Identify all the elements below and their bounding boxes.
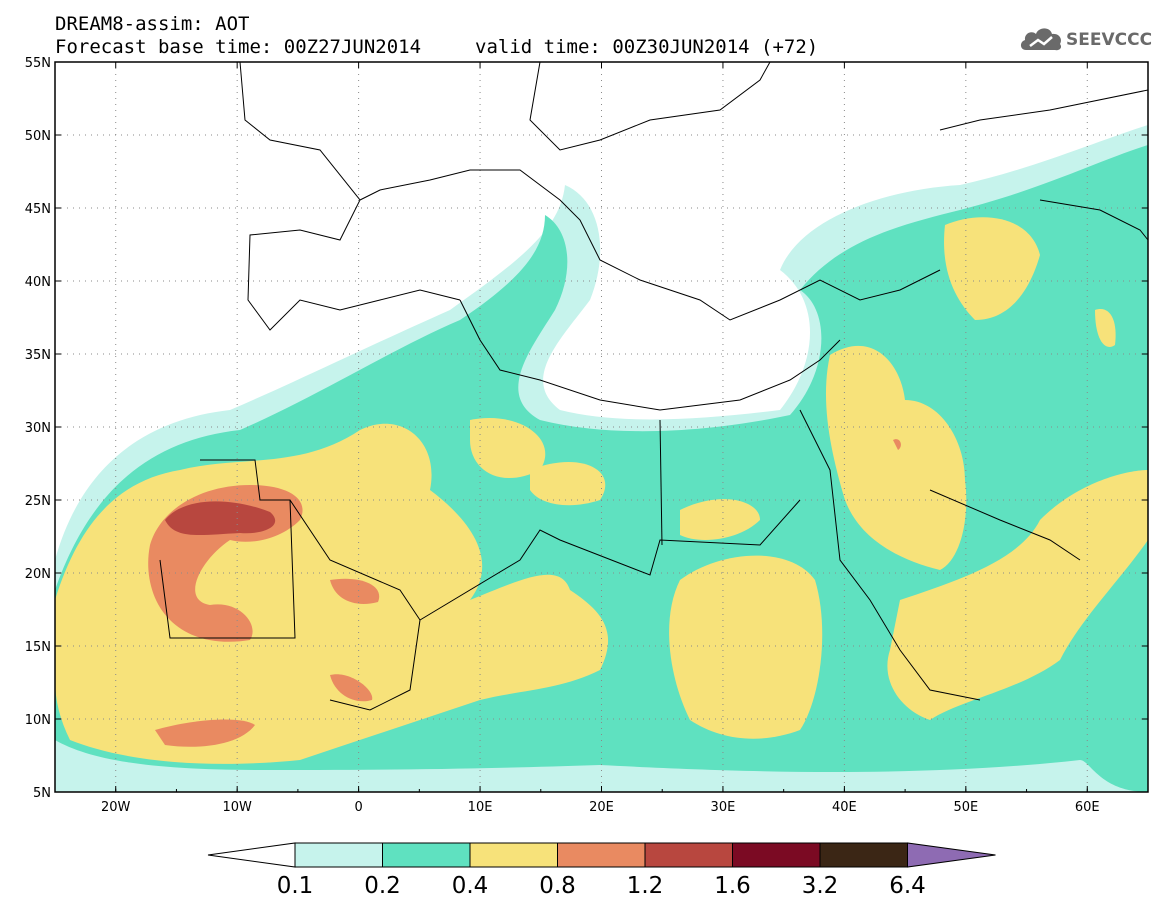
colorbar-label: 0.1 [277,873,314,899]
lat-tick-label: 50N [25,129,51,144]
lon-tick-label: 0 [354,800,362,815]
base-time: Forecast base time: 00Z27JUN2014 [55,36,422,58]
colorbar-label: 0.4 [452,873,489,899]
aot-contour-0.8 [330,578,380,604]
aot-contour-0.4 [944,217,1040,320]
aot-contour-1.2 [165,501,276,536]
lat-tick-label: 55N [25,56,51,71]
colorbar-boxes [207,842,996,868]
colorbar-label: 6.4 [889,873,926,899]
lat-tick-label: 15N [25,640,51,655]
colorbar-label: 0.2 [364,873,401,899]
time-info: Forecast base time: 00Z27JUN2014 valid ti… [55,37,818,57]
aot-contour-0.4 [680,499,760,540]
aot-field [55,62,1148,792]
lon-tick-label: 30E [711,800,736,815]
colorbar-label: 3.2 [802,873,839,899]
colorbar-label: 0.8 [539,873,576,899]
aot-contour-0.4 [530,461,606,506]
country-borders [159,61,1149,711]
colorbar-box [469,842,558,868]
colorbar-box [644,842,733,868]
lat-tick-label: 25N [25,494,51,509]
aot-contour-0.4 [1095,309,1116,347]
lon-tick-label: 50E [953,800,978,815]
aot-contour-0.4 [887,470,1148,720]
lat-tick-label: 20N [25,567,51,582]
lat-tick-label: 40N [25,275,51,290]
lat-tick-label: 30N [25,421,51,436]
lon-tick-label: 20E [589,800,614,815]
colorbar-box [294,842,383,868]
colorbar-box [732,842,821,868]
valid-time: valid time: 00Z30JUN2014 (+72) [475,36,819,58]
aot-contour-0.8 [155,719,255,747]
lon-tick-label: 40E [832,800,857,815]
lat-tick-label: 35N [25,348,51,363]
lon-tick-label: 10E [468,800,493,815]
colorbar-box [557,842,646,868]
lat-tick-label: 10N [25,713,51,728]
colorbar-label: 1.2 [627,873,664,899]
lat-tick-label: 45N [25,202,51,217]
longitude-axis: 20W 10W 0 10E 20E 30E 40E 50E 60E [54,62,1149,815]
cloud-logo-icon [1020,28,1062,51]
lon-tick-label: 20W [101,800,131,815]
aot-contour-0.4 [825,345,967,570]
seevccc-logo: SEEVCCC [1018,22,1158,56]
colorbar-label: 1.6 [714,873,751,899]
aot-contour-0.4 [470,418,546,479]
aot-contour-0.8 [893,439,901,450]
colorbar-box [382,842,471,868]
colorbar-labels: 0.1 0.2 0.4 0.8 1.2 1.6 3.2 6.4 [277,873,926,899]
lon-tick-label: 10W [222,800,252,815]
colorbar-box [819,842,908,868]
graticule [55,62,1148,792]
colorbar-extend-low [207,842,296,868]
aot-contour-0.8 [330,674,373,702]
logo-text: SEEVCCC [1066,30,1153,50]
colorbar-extend-high [907,842,996,868]
map-title: DREAM8-assim: AOT [55,13,250,35]
aot-contour-0.4 [669,555,823,739]
lon-tick-label: 60E [1075,800,1100,815]
latitude-axis: 55N 50N 45N 40N 35N 30N 25N 20N 15N 10N 5N [25,56,1148,801]
lat-tick-label: 5N [33,786,51,801]
